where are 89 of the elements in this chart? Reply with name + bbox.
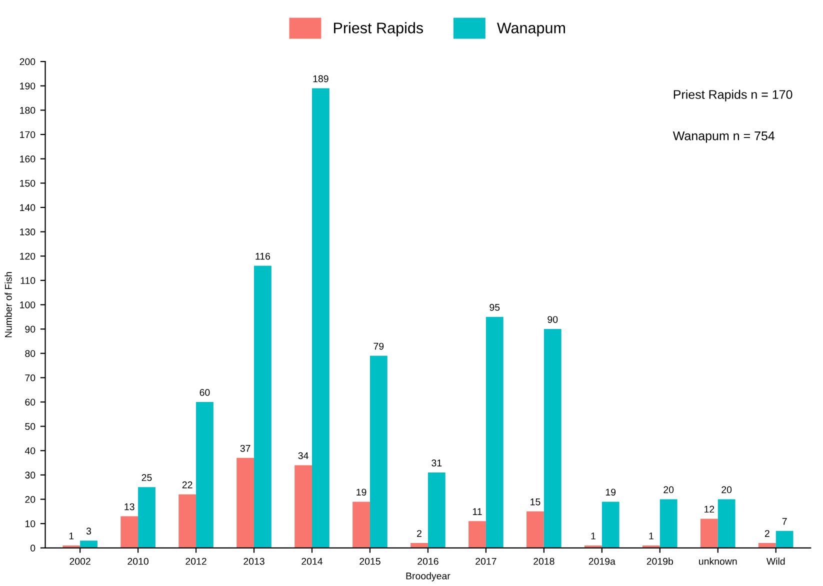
bar (428, 472, 446, 548)
x-tick-label: 2002 (70, 558, 90, 565)
x-tick-label: Wild (766, 558, 785, 565)
x-tick-label: 2015 (360, 558, 380, 565)
y-tick-label: 10 (25, 520, 36, 528)
y-tick-label: 70 (25, 374, 36, 382)
bar (294, 465, 312, 548)
x-tick-label: 2016 (418, 558, 438, 565)
bar (468, 521, 486, 548)
x-tick-label: 2014 (302, 558, 323, 565)
bar (718, 499, 736, 548)
y-axis-title: Number of Fish (4, 272, 12, 338)
bar (120, 516, 138, 548)
bar (486, 316, 504, 548)
y-tick-label: 80 (25, 350, 36, 357)
data-label: 79 (374, 342, 384, 350)
bar (526, 511, 544, 548)
y-tick-label: 40 (24, 447, 36, 454)
x-tick-label: unknown (699, 558, 737, 565)
annotation: Wanapum n = 754 (672, 132, 775, 143)
bar (178, 494, 196, 548)
bar (758, 543, 776, 548)
y-tick-label: 180 (20, 106, 36, 114)
bar (370, 356, 388, 548)
data-label: 15 (530, 498, 540, 506)
data-label: 2 (764, 530, 770, 537)
bar (196, 402, 214, 548)
y-tick-label: 140 (20, 204, 36, 212)
data-label: 22 (182, 481, 192, 488)
y-tick-label: 60 (25, 398, 36, 406)
data-label: 90 (548, 316, 558, 323)
y-tick-label: 0 (30, 544, 36, 552)
annotation: Priest Rapids n = 170 (674, 90, 792, 102)
x-axis-title: Broodyear (406, 572, 450, 582)
y-tick-label: 110 (20, 277, 36, 284)
y-tick-label: 170 (20, 131, 36, 138)
bar (352, 502, 370, 548)
x-tick-label: 2017 (476, 558, 496, 565)
data-label: 20 (664, 486, 674, 494)
data-label: 19 (606, 488, 616, 496)
x-tick-label: 2013 (244, 558, 264, 565)
data-label: 95 (490, 304, 500, 311)
data-label: 20 (722, 486, 732, 494)
y-tick-label: 90 (25, 326, 36, 333)
data-label: 1 (69, 532, 74, 540)
bar (312, 88, 330, 548)
data-label: 34 (298, 452, 308, 460)
data-label: 2 (417, 530, 422, 537)
bar (254, 266, 272, 548)
data-label: 12 (704, 506, 714, 513)
legend-label: Wanapum (496, 22, 565, 36)
x-tick-label: 2010 (128, 558, 148, 565)
y-tick-label: 120 (20, 252, 36, 260)
data-label: 13 (124, 503, 134, 510)
data-label: 19 (356, 488, 366, 496)
y-tick-label: 190 (20, 82, 36, 90)
data-label: 1 (649, 532, 654, 540)
bar (544, 329, 562, 548)
bar (80, 540, 98, 548)
x-tick-label: 2019a (588, 558, 616, 565)
data-label: 1 (591, 532, 596, 540)
bar (776, 530, 794, 548)
y-tick-label: 200 (20, 58, 36, 66)
data-label: 116 (256, 252, 270, 260)
y-tick-label: 30 (25, 472, 36, 479)
bar (602, 502, 620, 548)
legend-label: Priest Rapids (334, 22, 424, 36)
data-label: 25 (142, 474, 152, 482)
x-tick-label: 2012 (186, 558, 206, 565)
y-tick-label: 160 (20, 156, 36, 162)
data-label: 60 (200, 389, 210, 396)
data-label: 7 (782, 518, 787, 525)
y-tick-label: 20 (25, 496, 36, 503)
bar (660, 499, 678, 548)
data-label: 11 (472, 508, 482, 515)
data-label: 31 (432, 460, 442, 466)
y-tick-label: 100 (20, 301, 36, 308)
y-tick-label: 150 (20, 180, 36, 187)
bar (138, 487, 156, 548)
bar (700, 518, 718, 548)
x-tick-label: 2019b (646, 558, 674, 565)
data-label: 3 (86, 528, 92, 535)
x-tick-label: 2018 (534, 558, 554, 565)
y-tick-label: 130 (20, 228, 36, 236)
y-tick-label: 50 (25, 423, 36, 430)
bar (236, 458, 254, 548)
data-label: 189 (313, 75, 328, 82)
data-label: 37 (240, 444, 250, 452)
bar (410, 543, 428, 548)
